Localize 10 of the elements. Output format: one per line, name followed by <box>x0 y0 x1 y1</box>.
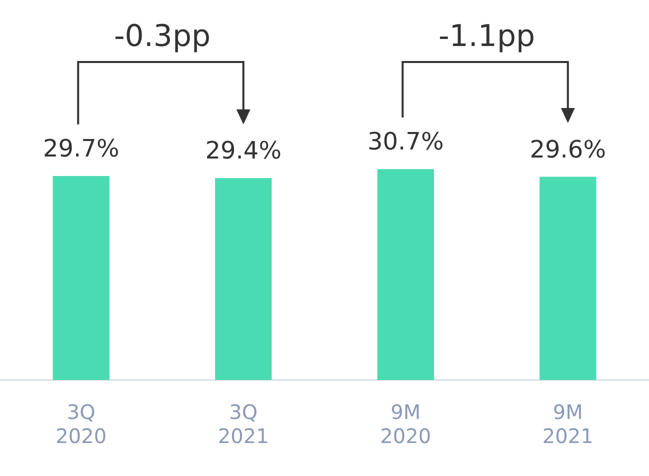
x-tick-label: 3Q 2020 <box>56 400 107 448</box>
x-tick-label: 9M 2020 <box>380 400 432 448</box>
x-tick-label: 3Q 2021 <box>218 400 269 448</box>
data-label: 29.6% <box>530 135 606 164</box>
data-label: 30.7% <box>368 128 444 156</box>
data-label: 29.7% <box>43 134 120 163</box>
text: -0.3pp <box>114 19 211 54</box>
x-tick-label: 9M 2021 <box>542 400 594 448</box>
data-label: 29.4% <box>205 136 282 165</box>
text: -1.1pp <box>438 19 536 54</box>
